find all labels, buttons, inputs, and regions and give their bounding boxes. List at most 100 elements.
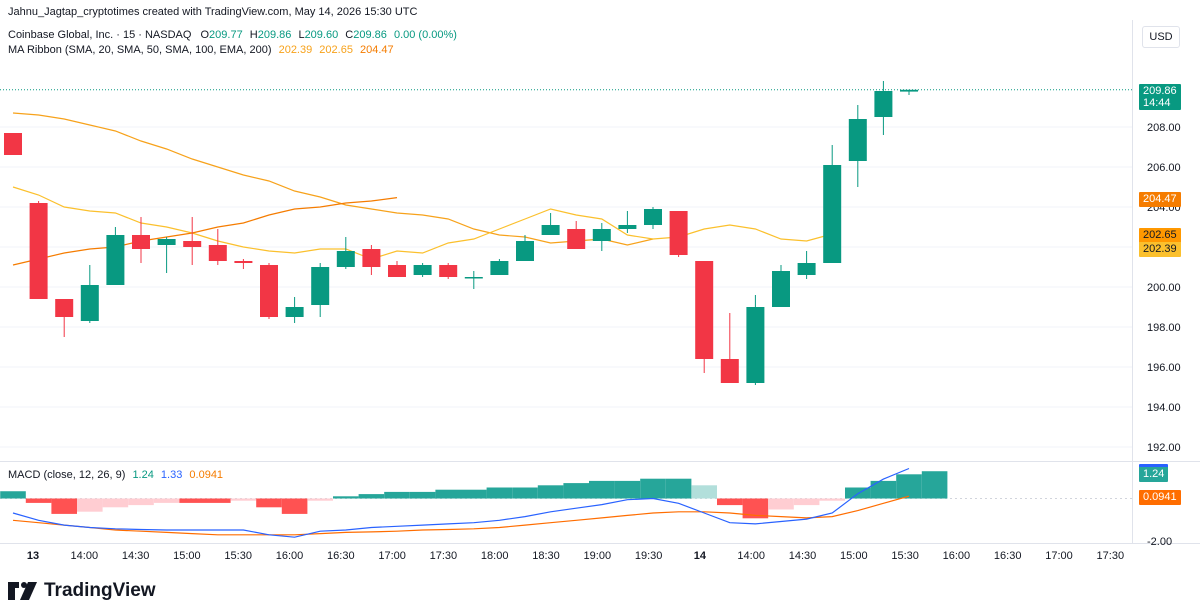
macd-label[interactable]: MACD (close, 12, 26, 9) — [8, 469, 126, 481]
macd-histogram-bar — [921, 471, 948, 499]
time-tick-label: 16:00 — [276, 550, 304, 562]
candle-body — [644, 209, 662, 225]
candle-body — [183, 241, 202, 247]
price-tick-label: 200.00 — [1147, 282, 1181, 294]
open-value: 209.77 — [209, 29, 243, 41]
time-tick-label: 15:00 — [840, 550, 868, 562]
candle-body — [362, 249, 381, 267]
candle-body — [55, 299, 74, 317]
candle-body — [592, 229, 611, 241]
macd-histogram-bar — [512, 487, 538, 499]
candle-body — [848, 119, 867, 161]
candle-body — [29, 203, 48, 299]
candle-body — [618, 225, 637, 229]
ema200-line — [12, 197, 398, 266]
macd-histogram-bar — [717, 498, 743, 506]
sma50-price-label: 202.65 — [1139, 228, 1181, 243]
time-tick-label: 17:30 — [1097, 550, 1125, 562]
ema200-price-label: 204.47 — [1139, 192, 1181, 207]
ma-ribbon-value-1: 202.39 — [278, 44, 313, 56]
sma20-price-label: 202.39 — [1139, 242, 1181, 257]
close-label: C — [345, 29, 354, 41]
time-tick-label: 16:30 — [327, 550, 355, 562]
price-tick-label: 194.00 — [1147, 402, 1181, 414]
ma-ribbon-legend: MA Ribbon (SMA, 20, SMA, 50, SMA, 100, E… — [8, 44, 394, 57]
high-value: 209.86 — [257, 29, 292, 41]
candle-body — [490, 261, 509, 275]
macd-line — [12, 467, 910, 538]
candle-body — [132, 235, 150, 249]
close-value: 209.86 — [353, 29, 387, 41]
time-tick-label: 16:00 — [943, 550, 971, 562]
macd-histogram-bar — [819, 498, 845, 501]
candle-body — [669, 211, 688, 255]
last-price-label: 209.86 14:44 — [1139, 84, 1181, 110]
macd-tick-label: -2.00 — [1147, 536, 1172, 548]
macd-histogram-bar — [665, 478, 692, 499]
macd-histogram-bar — [614, 480, 641, 499]
macd-histogram-bar — [870, 480, 897, 499]
macd-histogram-bar — [409, 491, 436, 499]
macd-histogram-bar — [691, 485, 717, 499]
low-value: 209.60 — [304, 29, 339, 41]
candle-body — [797, 263, 816, 275]
symbol-name[interactable]: Coinbase Global, Inc. · 15 · NASDAQ — [8, 29, 192, 41]
macd-histogram-bar — [25, 498, 52, 503]
time-tick-label: 14:00 — [737, 550, 765, 562]
macd-histogram-bar — [77, 498, 103, 512]
time-tick-label: 17:00 — [1045, 550, 1073, 562]
macd-signal-line — [12, 495, 910, 536]
tradingview-logo[interactable]: TradingView — [8, 580, 156, 602]
ma-ribbon-value-2: 202.65 — [319, 44, 353, 56]
macd-line-value: 1.33 — [160, 469, 183, 481]
candle-body — [388, 265, 406, 277]
time-tick-label: 15:30 — [891, 550, 919, 562]
ma-ribbon-label[interactable]: MA Ribbon (SMA, 20, SMA, 50, SMA, 100, E… — [8, 44, 272, 56]
candle-body — [900, 89, 918, 92]
time-tick-label: 19:00 — [584, 550, 612, 562]
candle-body — [234, 261, 253, 263]
sma50-line — [12, 112, 654, 246]
time-tick-label: 15:30 — [224, 550, 252, 562]
low-label: L — [298, 29, 305, 41]
time-tick-label: 17:00 — [378, 550, 406, 562]
time-axis[interactable]: 13 14:00 14:30 15:00 15:30 16:00 16:30 17:00 17:… — [27, 550, 1124, 562]
macd-histogram-value: 1.24 — [132, 469, 154, 481]
candles — [4, 81, 918, 385]
macd-histogram-bar — [128, 498, 154, 506]
candle-body — [464, 277, 483, 279]
currency-button[interactable]: USD — [1142, 26, 1180, 48]
time-tick-label: 14:30 — [122, 550, 150, 562]
tradingview-logo-icon — [8, 582, 37, 600]
time-tick-label: 14:00 — [71, 550, 99, 562]
candle-body — [336, 251, 355, 267]
macd-histogram-bar — [742, 498, 769, 519]
macd-legend: MACD (close, 12, 26, 9) 1.24 1.33 0.0941 — [8, 469, 223, 482]
candle-body — [746, 307, 765, 383]
candle-body — [260, 265, 278, 317]
candle-body — [516, 241, 534, 261]
macd-histogram-bar — [461, 489, 487, 499]
macd-histogram-tag: 1.24 — [1139, 464, 1169, 482]
candle-body — [567, 229, 586, 249]
macd-histogram-bar — [640, 478, 666, 499]
time-tick-label: 15:00 — [173, 550, 201, 562]
macd-histogram-bar — [333, 496, 359, 499]
macd-histogram-bar — [384, 491, 410, 499]
candle-body — [541, 225, 560, 235]
candle-body — [208, 245, 227, 261]
candle-body — [439, 265, 458, 277]
time-tick-label: 14 — [694, 550, 707, 562]
candle-body — [4, 133, 22, 155]
candle-body — [285, 307, 304, 317]
macd-histogram-bar — [589, 480, 615, 499]
macd-histogram-bar — [230, 498, 257, 501]
time-tick-label: 19:30 — [635, 550, 663, 562]
change-value: 0.00 (0.00%) — [393, 29, 457, 41]
macd-histogram-bar — [205, 498, 231, 503]
macd-histogram-bar — [896, 474, 922, 499]
price-axis[interactable]: 208.00206.00204.00202.00200.00198.00196.… — [1147, 122, 1181, 548]
price-tick-label: 208.00 — [1147, 122, 1181, 134]
time-tick-label: 13 — [27, 550, 39, 562]
